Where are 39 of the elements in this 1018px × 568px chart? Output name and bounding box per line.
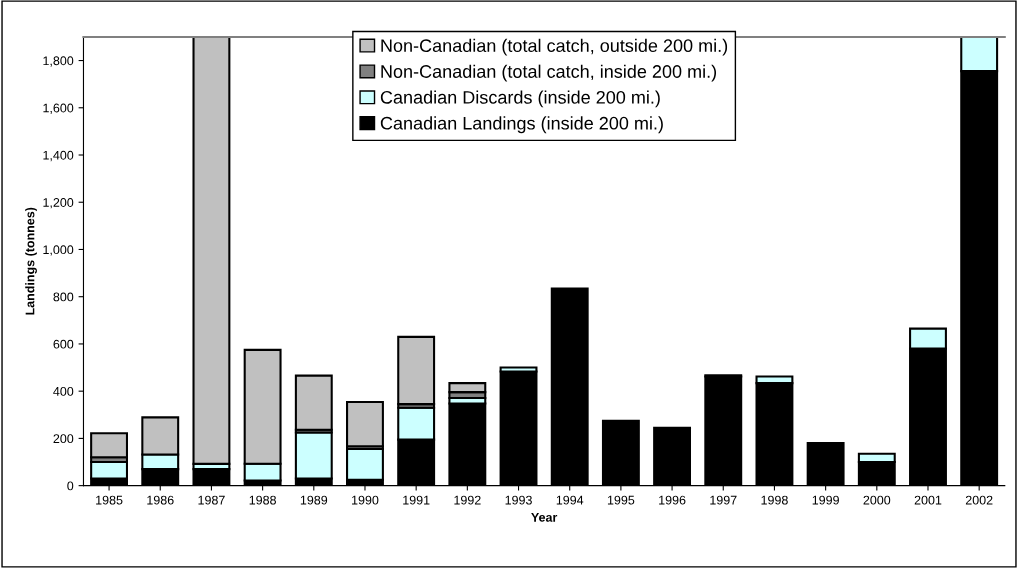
legend-label: Non-Canadian (total catch, inside 200 mi.) [381,64,717,82]
x-tick-label: 1989 [300,495,328,505]
x-tick-label: 1987 [198,495,225,505]
x-tick-label: 2000 [863,495,891,505]
y-tick-label: 1,400 [43,150,74,162]
x-tick-label: 1997 [710,495,737,505]
x-tick-label: 1990 [352,495,379,505]
y-tick-label: 1,000 [43,245,74,256]
x-tick-label: 1993 [505,495,532,505]
x-tick-label: 1995 [607,495,635,505]
y-tick-label: 1,800 [43,56,74,67]
x-tick-label: 1998 [761,495,788,505]
legend-label: Canadian Landings (inside 200 mi.) [380,116,663,134]
y-axis-title: Landings (tonnes) [25,207,37,315]
x-tick-label: 1986 [147,495,174,505]
x-tick-label: 1988 [249,495,276,505]
y-tick-label: 1,200 [43,198,74,209]
bar [346,447,384,481]
x-tick-label: 1991 [403,495,430,505]
x-axis-title: Year [531,513,558,522]
legend-label: Non-Canadian (total catch, outside 200 mi.) [381,38,728,56]
y-tick-label: 0 [67,481,74,491]
y-tick-label: 600 [53,339,74,349]
y-tick-label: 800 [53,292,74,302]
x-tick-label: 1985 [96,495,123,505]
y-tick-label: 1,600 [43,103,74,114]
bar [294,374,333,431]
y-tick-label: 200 [53,434,74,444]
x-tick-label: 2002 [965,495,993,505]
x-tick-label: 1992 [454,495,481,505]
bar [397,335,436,406]
x-tick-label: 1996 [659,495,686,505]
x-tick-label: 2001 [914,495,942,505]
y-tick-label: 400 [53,386,74,396]
bar [90,432,129,459]
bar [346,401,384,448]
x-tick-label: 1994 [556,495,584,505]
x-tick-label: 1999 [812,495,839,505]
legend-label: Canadian Discards (inside 200 mi.) [380,90,660,108]
